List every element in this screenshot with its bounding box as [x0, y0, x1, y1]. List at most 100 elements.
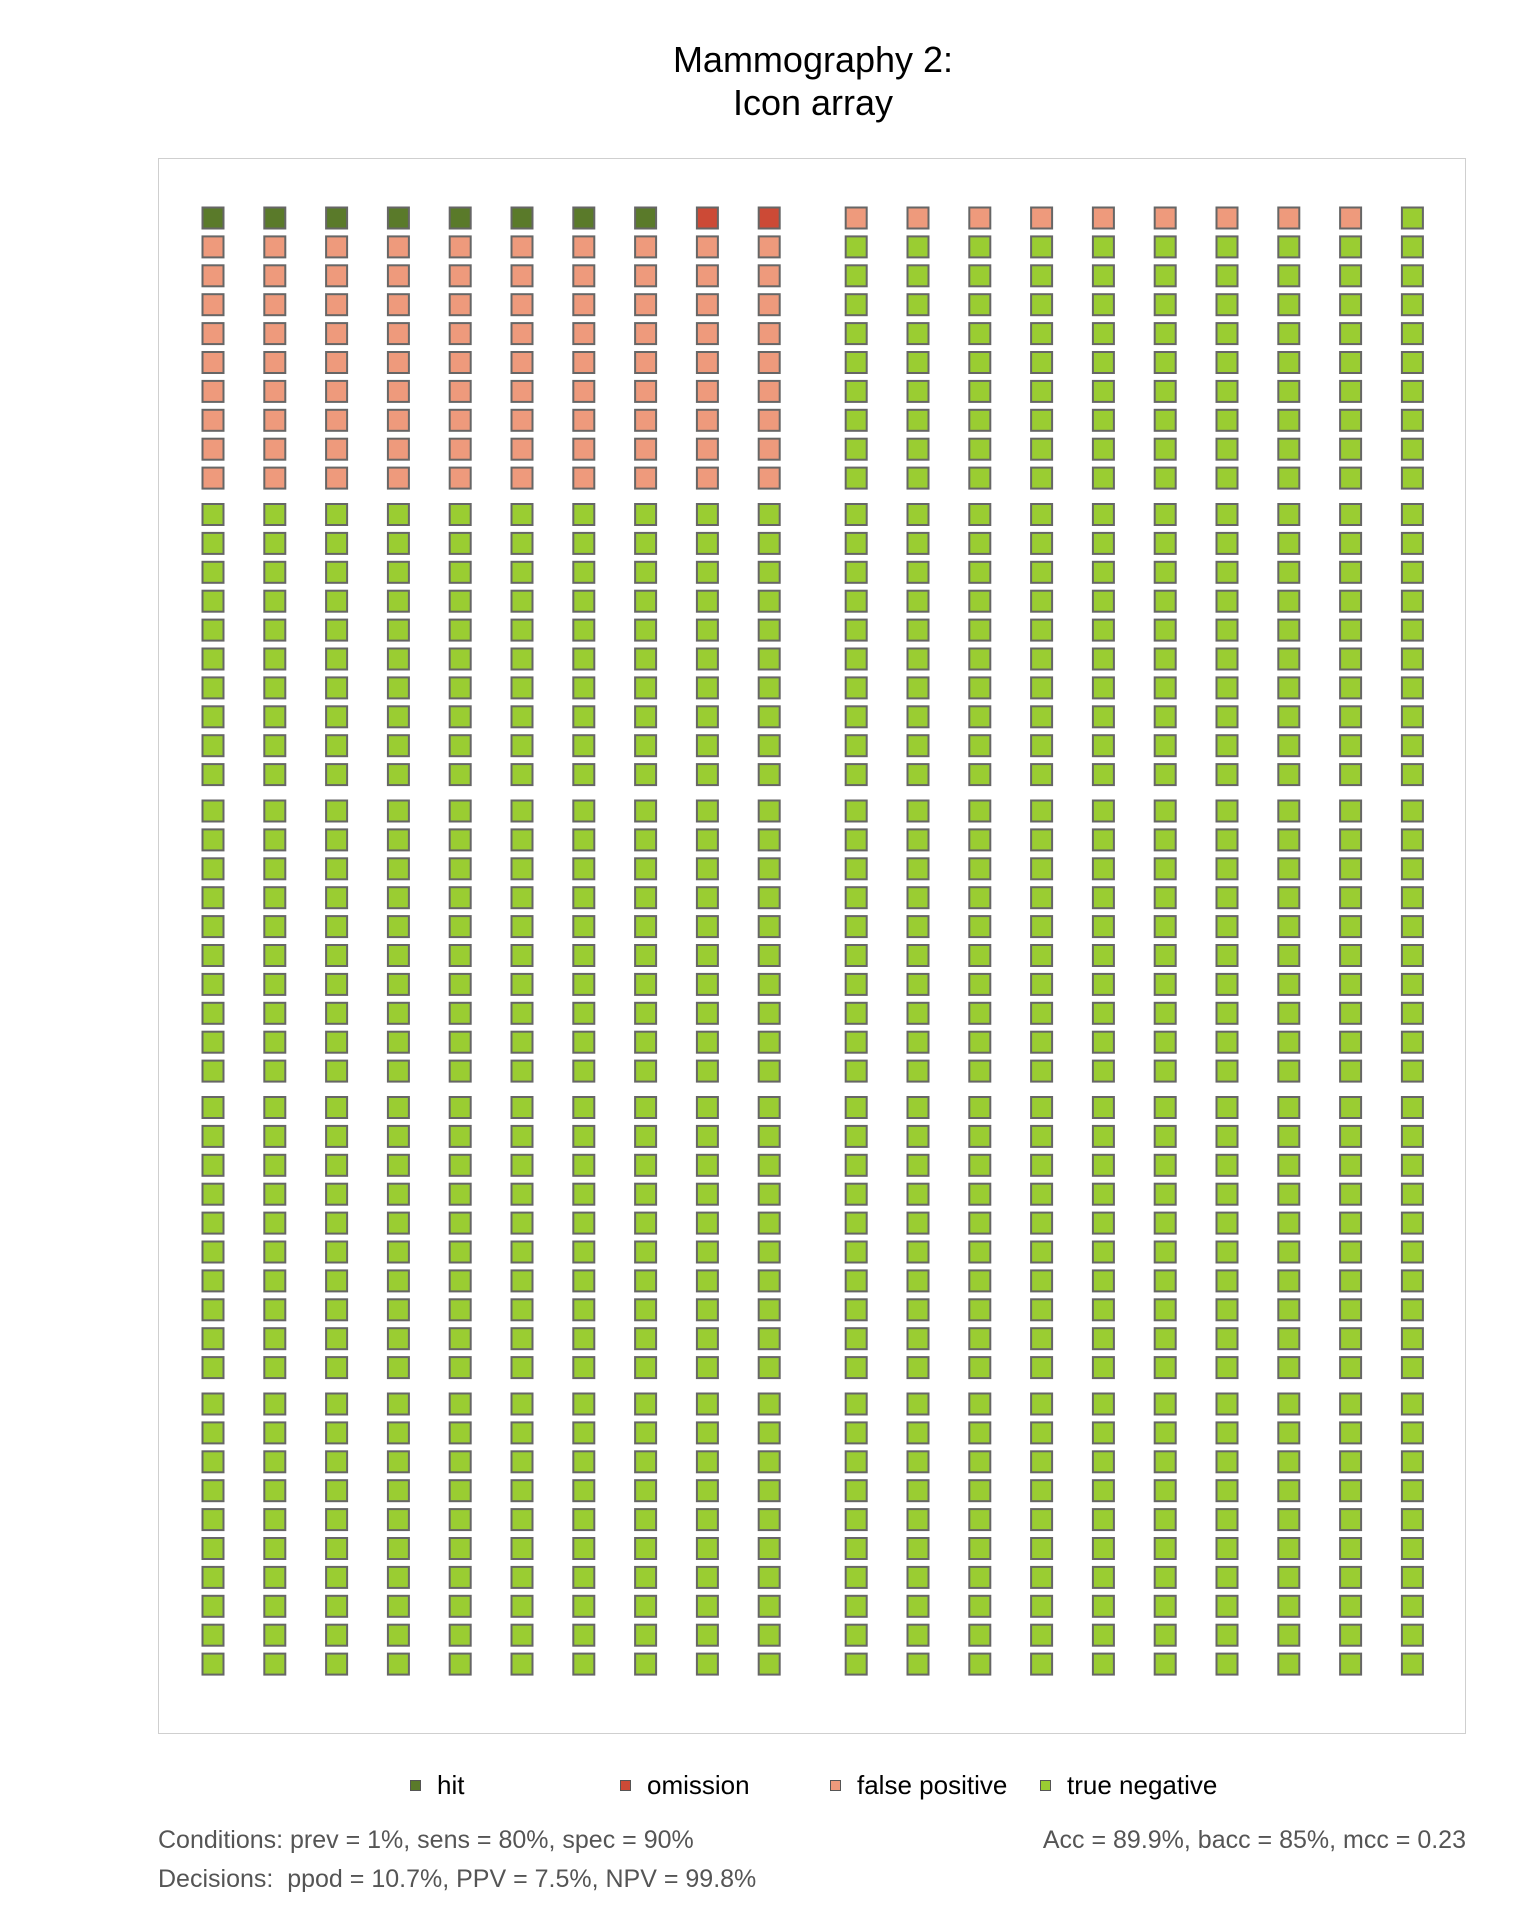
icon-true-negative: [263, 676, 287, 700]
icon-true-negative: [325, 1479, 349, 1503]
icon-true-negative: [263, 857, 287, 881]
legend-label-omission: omission: [647, 1770, 750, 1800]
icon-false-positive: [1030, 206, 1054, 230]
icon-true-negative: [1400, 734, 1424, 758]
icon-true-negative: [201, 1153, 225, 1177]
icon-true-negative: [1091, 1240, 1115, 1264]
icon-true-negative: [1030, 944, 1054, 967]
icon-true-negative: [448, 560, 472, 584]
icon-true-negative: [634, 944, 658, 967]
icon-true-negative: [1400, 857, 1424, 881]
icon-true-negative: [448, 531, 472, 555]
icon-true-negative: [1215, 857, 1239, 881]
icon-true-negative: [1277, 379, 1301, 403]
icon-true-negative: [325, 1508, 349, 1532]
icon-true-negative: [572, 1124, 596, 1148]
icon-true-negative: [1215, 1623, 1239, 1647]
icon-true-negative: [906, 1508, 930, 1532]
icon-true-negative: [968, 322, 992, 346]
icon-true-negative: [757, 1537, 781, 1560]
icon-false-positive: [448, 235, 472, 259]
icon-true-negative: [1030, 1594, 1054, 1618]
icon-true-negative: [325, 828, 349, 852]
icon-true-negative: [1153, 264, 1177, 288]
icon-true-negative: [510, 1269, 534, 1293]
icon-true-negative: [1400, 1124, 1424, 1148]
icon-true-negative: [1339, 944, 1363, 967]
icon-true-negative: [906, 886, 930, 910]
icon-true-negative: [695, 1124, 719, 1148]
icon-true-negative: [263, 828, 287, 852]
icon-true-negative: [1215, 1327, 1239, 1351]
icon-true-negative: [634, 1392, 658, 1416]
icon-true-negative: [844, 944, 868, 967]
icon-true-negative: [1215, 379, 1239, 403]
icon-true-negative: [386, 1479, 410, 1503]
icon-true-negative: [844, 1096, 868, 1119]
icon-true-negative: [1153, 1001, 1177, 1025]
icon-true-negative: [1277, 1565, 1301, 1589]
icon-false-positive: [757, 235, 781, 259]
icon-true-negative: [386, 1421, 410, 1445]
icon-true-negative: [325, 1240, 349, 1264]
icon-true-negative: [1215, 734, 1239, 758]
icon-false-positive: [757, 322, 781, 346]
icon-false-positive: [1153, 206, 1177, 230]
icon-true-negative: [1153, 972, 1177, 996]
icon-true-negative: [325, 503, 349, 526]
icon-hit: [634, 206, 658, 230]
icon-true-negative: [263, 1450, 287, 1474]
icon-true-negative: [1339, 1298, 1363, 1322]
icon-true-negative: [844, 1211, 868, 1235]
icon-true-negative: [448, 1565, 472, 1589]
icon-true-negative: [968, 1182, 992, 1206]
icon-true-negative: [263, 503, 287, 526]
icon-true-negative: [510, 1059, 534, 1083]
icon-true-negative: [325, 1030, 349, 1054]
icon-true-negative: [386, 1059, 410, 1083]
icon-true-negative: [1277, 589, 1301, 613]
icon-true-negative: [1215, 351, 1239, 374]
icon-true-negative: [510, 647, 534, 671]
icon-true-negative: [1030, 1450, 1054, 1474]
icon-true-negative: [386, 503, 410, 526]
icon-false-positive: [572, 235, 596, 259]
icon-true-negative: [448, 1421, 472, 1445]
icon-true-negative: [1339, 1001, 1363, 1025]
icon-true-negative: [968, 1479, 992, 1503]
icon-true-negative: [510, 886, 534, 910]
icon-true-negative: [1215, 944, 1239, 967]
icon-false-positive: [968, 206, 992, 230]
icon-true-negative: [1339, 560, 1363, 584]
icon-true-negative: [263, 734, 287, 758]
legend-label-false-positive: false positive: [857, 1770, 1008, 1800]
icon-true-negative: [906, 1479, 930, 1503]
icon-true-negative: [757, 531, 781, 555]
icon-true-negative: [386, 1652, 410, 1676]
icon-true-negative: [1277, 857, 1301, 881]
icon-true-negative: [1091, 1450, 1115, 1474]
icon-true-negative: [510, 1001, 534, 1025]
icon-true-negative: [1030, 437, 1054, 461]
icon-true-negative: [695, 589, 719, 613]
icon-true-negative: [634, 763, 658, 787]
icon-true-negative: [1277, 618, 1301, 642]
icon-true-negative: [844, 763, 868, 787]
icon-true-negative: [1153, 763, 1177, 787]
icon-true-negative: [325, 618, 349, 642]
icon-true-negative: [325, 1124, 349, 1148]
icon-true-negative: [1277, 734, 1301, 758]
icon-true-negative: [1339, 799, 1363, 823]
icon-true-negative: [448, 1240, 472, 1264]
icon-true-negative: [968, 1298, 992, 1322]
icon-true-negative: [844, 1392, 868, 1416]
icon-true-negative: [1400, 676, 1424, 700]
icon-true-negative: [1153, 560, 1177, 584]
icon-true-negative: [1277, 1269, 1301, 1293]
icon-true-negative: [1339, 1211, 1363, 1235]
icon-false-positive: [695, 264, 719, 288]
icon-true-negative: [572, 944, 596, 967]
icon-true-negative: [695, 1298, 719, 1322]
icon-true-negative: [448, 1392, 472, 1416]
icon-true-negative: [572, 1479, 596, 1503]
